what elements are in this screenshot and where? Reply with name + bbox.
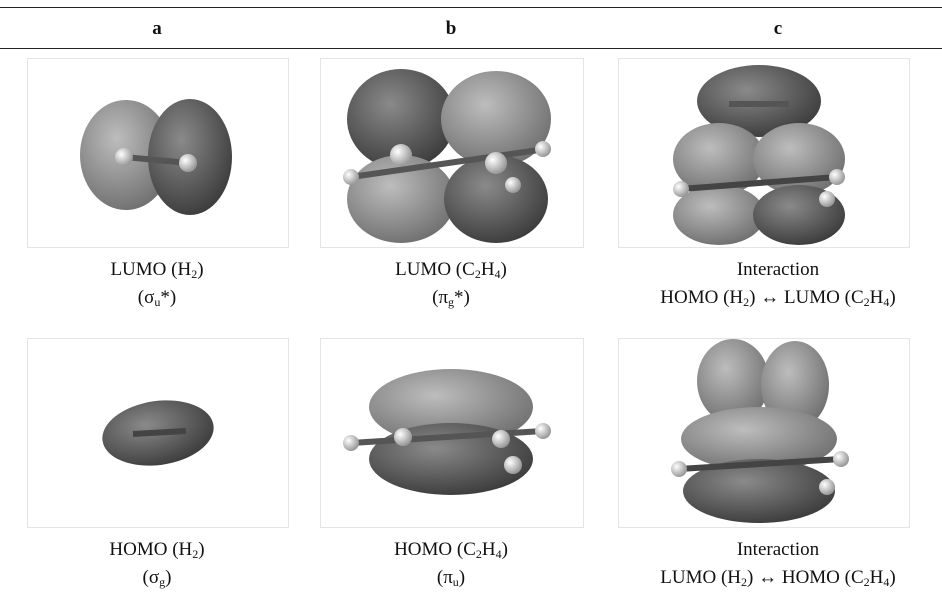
caption-text: LUMO (C: [395, 259, 475, 280]
caption-text: ): [889, 287, 895, 308]
caption-line: (σg): [0, 564, 317, 592]
caption-text: H: [481, 259, 495, 280]
caption-line: Interaction: [618, 256, 938, 284]
orbital-image: [27, 338, 289, 528]
caption-text: H: [482, 539, 496, 560]
caption-text: H: [870, 567, 884, 588]
caption-line: HOMO (C2H4): [291, 536, 611, 564]
caption-text: (σ: [143, 567, 160, 588]
caption-text: *): [454, 287, 470, 308]
caption-text: (σ: [138, 287, 155, 308]
caption: HOMO (C2H4)(πu): [291, 536, 611, 592]
caption-text: ): [889, 567, 895, 588]
column-header: b: [351, 18, 551, 40]
orbital-image: [27, 58, 289, 248]
caption-line: LUMO (H2) ↔ HOMO (C2H4): [618, 564, 938, 592]
caption-line: LUMO (C2H4): [291, 256, 611, 284]
caption-text: Interaction: [737, 259, 819, 280]
caption-text: ) ↔ LUMO (C: [749, 287, 864, 308]
column-header: c: [678, 18, 878, 40]
caption-line: (πu): [291, 564, 611, 592]
caption: LUMO (H2)(σu*): [0, 256, 317, 312]
orbital-image: [320, 338, 584, 528]
caption-line: (πg*): [291, 284, 611, 312]
caption-line: HOMO (H2) ↔ LUMO (C2H4): [618, 284, 938, 312]
caption-text: *): [160, 287, 176, 308]
caption: Interaction LUMO (H2) ↔ HOMO (C2H4): [618, 536, 938, 592]
caption-line: (σu*): [0, 284, 317, 312]
orbital-image: [618, 338, 910, 528]
caption: LUMO (C2H4)(πg*): [291, 256, 611, 312]
caption-text: LUMO (H: [110, 259, 191, 280]
caption-text: ): [165, 567, 171, 588]
caption-text: ): [502, 539, 508, 560]
caption-text: HOMO (C: [394, 539, 476, 560]
caption-line: HOMO (H2): [0, 536, 317, 564]
caption-text: H: [870, 287, 884, 308]
caption: HOMO (H2)(σg): [0, 536, 317, 592]
caption-text: ): [197, 259, 203, 280]
caption-line: Interaction: [618, 536, 938, 564]
caption-line: LUMO (H2): [0, 256, 317, 284]
caption-text: HOMO (H: [109, 539, 192, 560]
caption-text: ): [198, 539, 204, 560]
caption-text: ): [501, 259, 507, 280]
caption-text: (π: [432, 287, 448, 308]
column-header: a: [57, 18, 257, 40]
caption-text: HOMO (H: [660, 287, 743, 308]
caption-text: LUMO (H: [660, 567, 741, 588]
orbital-image: [320, 58, 584, 248]
top-rule: [0, 7, 942, 8]
caption: Interaction HOMO (H2) ↔ LUMO (C2H4): [618, 256, 938, 312]
page: a b c LUMO (H2)(σu*)LUMO (C2H4)(πg*)Inte…: [0, 0, 942, 606]
caption-text: ) ↔ HOMO (C: [747, 567, 864, 588]
header-rule: [0, 48, 942, 49]
orbital-image: [618, 58, 910, 248]
caption-text: Interaction: [737, 539, 819, 560]
caption-text: ): [459, 567, 465, 588]
caption-text: (π: [437, 567, 453, 588]
